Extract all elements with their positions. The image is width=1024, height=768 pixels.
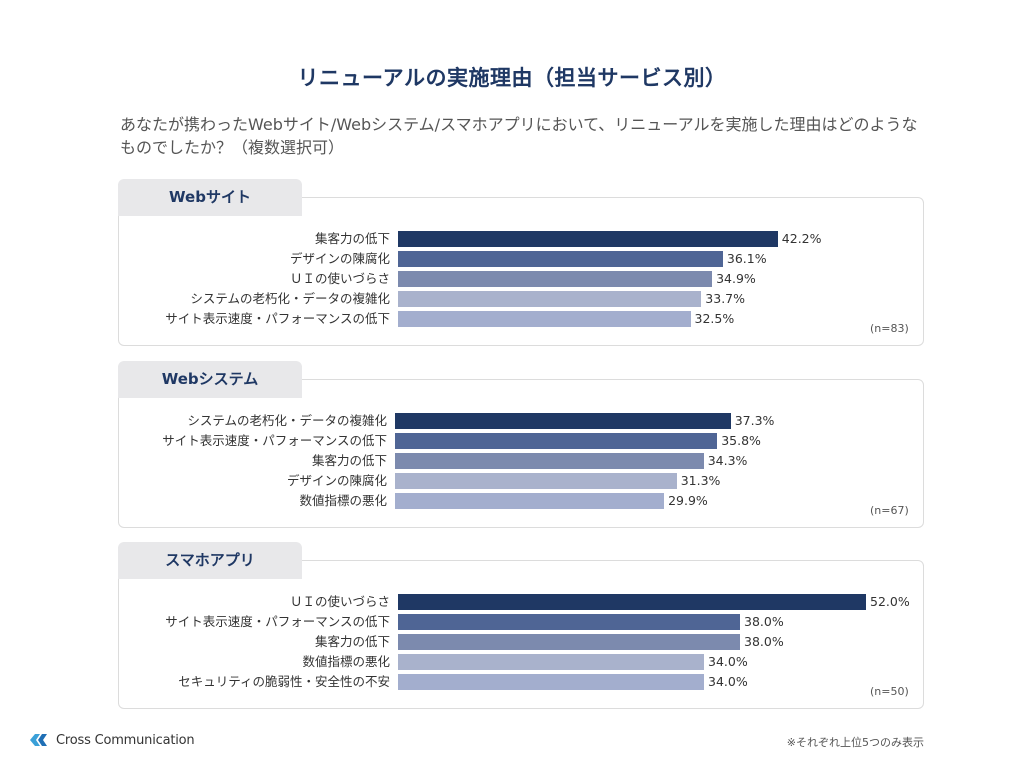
- data-bar: [398, 291, 702, 307]
- value-label: 32.5%: [694, 311, 735, 326]
- value-label: 34.9%: [716, 271, 756, 286]
- value-label: 33.7%: [705, 291, 746, 306]
- chart-title-tab: スマホアプリ: [118, 542, 302, 579]
- data-bar: [398, 231, 778, 247]
- value-label: 38.0%: [744, 634, 784, 649]
- data-bar: [398, 654, 704, 670]
- data-bar: [395, 473, 677, 489]
- footnote: ※それぞれ上位5つのみ表示: [786, 736, 924, 749]
- value-label: 34.3%: [707, 453, 748, 468]
- category-label: 集客力の低下: [311, 453, 387, 468]
- brand-logo: Cross Communication: [28, 731, 195, 749]
- value-label: 36.1%: [726, 251, 767, 266]
- value-label: 35.8%: [721, 433, 761, 448]
- data-bar: [398, 634, 740, 650]
- category-label: 集客力の低下: [314, 231, 390, 246]
- cross-communication-logo-icon: [30, 734, 47, 746]
- sample-size-label: (n=67): [870, 504, 909, 517]
- sample-size-label: (n=83): [870, 322, 909, 335]
- data-bar: [398, 251, 723, 267]
- category-label: サイト表示速度・パフォーマンスの低下: [162, 433, 387, 448]
- category-label: システムの老朽化・データの複雑化: [190, 291, 390, 306]
- value-label: 38.0%: [744, 614, 784, 629]
- value-label: 42.2%: [781, 231, 822, 246]
- page-title: リニューアルの実施理由（担当サービス別）: [297, 66, 727, 90]
- category-label: サイト表示速度・パフォーマンスの低下: [165, 311, 390, 326]
- data-bar: [395, 433, 718, 449]
- chart-title-tab: Webシステム: [118, 361, 302, 398]
- value-label: 52.0%: [870, 594, 910, 609]
- category-label: デザインの陳腐化: [289, 251, 390, 266]
- data-bar: [395, 493, 665, 509]
- chart-title-tab: Webサイト: [118, 179, 302, 216]
- sample-size-label: (n=50): [870, 685, 909, 698]
- data-bar: [395, 413, 731, 429]
- category-label: サイト表示速度・パフォーマンスの低下: [165, 614, 390, 629]
- data-bar: [398, 614, 740, 630]
- data-bar: [398, 594, 866, 610]
- data-bar: [398, 311, 691, 327]
- value-label: 34.0%: [708, 654, 748, 669]
- value-label: 34.0%: [708, 674, 748, 689]
- data-bar: [395, 453, 704, 469]
- category-label: ＵＩの使いづらさ: [289, 271, 390, 286]
- category-label: 集客力の低下: [314, 634, 390, 649]
- value-label: 29.9%: [668, 493, 708, 508]
- category-label: ＵＩの使いづらさ: [289, 594, 390, 609]
- category-label: デザインの陳腐化: [286, 473, 387, 488]
- survey-question: あなたが携わったWebサイト/Webシステム/スマホアプリにおいて、リニューアル…: [120, 115, 918, 157]
- data-bar: [398, 674, 704, 690]
- value-label: 31.3%: [680, 473, 721, 488]
- category-label: セキュリティの脆弱性・安全性の不安: [178, 674, 390, 689]
- category-label: 数値指標の悪化: [302, 654, 390, 669]
- category-label: 数値指標の悪化: [299, 493, 387, 508]
- category-label: システムの老朽化・データの複雑化: [187, 413, 387, 428]
- brand-name: Cross Communication: [56, 732, 195, 748]
- data-bar: [398, 271, 713, 287]
- value-label: 37.3%: [734, 413, 775, 428]
